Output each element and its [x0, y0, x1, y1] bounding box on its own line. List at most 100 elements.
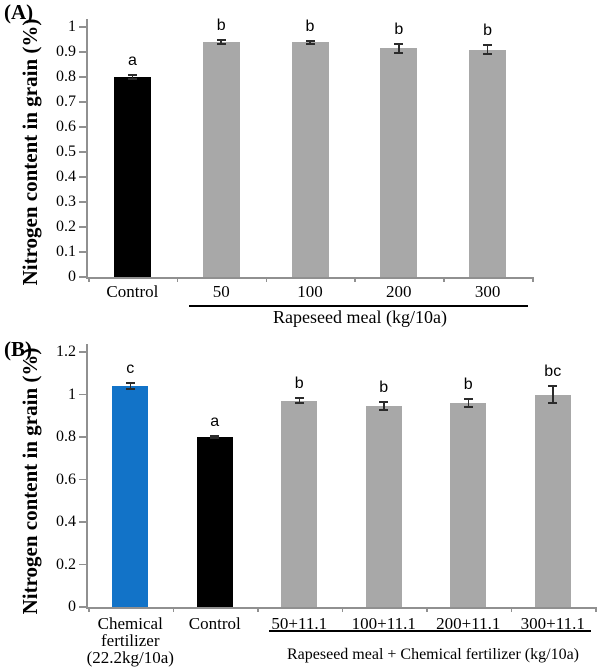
- x-tick-mark: [532, 277, 534, 282]
- y-tick-mark: [79, 436, 87, 438]
- x-tick-mark: [510, 607, 512, 612]
- x-tick-mark: [257, 607, 259, 612]
- error-bar-cap-bottom: [394, 51, 404, 54]
- panel-b: (B) Nitrogen content in grain (%) 0 0.2 0.…: [0, 335, 600, 670]
- y-tick-mark: [79, 201, 87, 203]
- significance-letter: b: [305, 17, 315, 35]
- significance-letter: b: [463, 376, 473, 394]
- error-bar-line: [131, 75, 134, 79]
- y-tick-mark: [79, 478, 87, 480]
- significance-letter: b: [294, 375, 304, 393]
- error-bar-cap-top: [127, 74, 137, 76]
- category-label: Control: [188, 614, 241, 633]
- y-tick-mark: [79, 351, 87, 353]
- bar: [365, 406, 402, 607]
- error-bar-line: [298, 398, 300, 404]
- y-tick-mark: [79, 251, 87, 253]
- y-tick-label: 0.6: [56, 118, 76, 135]
- error-bar-cap-top: [463, 398, 473, 401]
- bar: [534, 394, 571, 607]
- error-bar-line: [552, 385, 554, 404]
- y-tick-mark: [79, 76, 87, 78]
- y-tick-label: 0.3: [56, 193, 76, 210]
- category-label: 300+11.1: [520, 614, 585, 633]
- significance-letter: b: [394, 20, 404, 38]
- x-axis-line: [88, 277, 533, 279]
- group-underline: [269, 630, 591, 632]
- bar: [113, 77, 151, 277]
- y-tick-label: 0.5: [56, 143, 76, 160]
- significance-letter: a: [127, 52, 137, 69]
- bar: [196, 437, 233, 607]
- y-tick-mark: [79, 126, 87, 128]
- error-bar-line: [309, 40, 311, 44]
- panel-a: (A) Nitrogen content in grain (%) 0 0.1 0.…: [4, 0, 534, 327]
- error-bar-cap-top: [548, 384, 558, 387]
- group-underline: [188, 305, 528, 307]
- x-tick-mark: [172, 607, 174, 612]
- error-bar-cap-bottom: [483, 53, 493, 55]
- bar: [291, 42, 329, 277]
- x-tick-mark: [443, 277, 445, 282]
- significance-letter: b: [379, 378, 389, 396]
- y-tick-label: 0.1: [56, 243, 76, 260]
- error-bar-line: [129, 383, 131, 389]
- error-bar-cap-bottom: [127, 78, 137, 80]
- bar: [469, 49, 507, 277]
- panel-a-label: (A): [4, 0, 34, 24]
- y-axis-line: [86, 19, 88, 279]
- category-label: 50+11.1: [271, 614, 328, 633]
- y-tick-label: 0.4: [56, 168, 76, 185]
- error-bar-cap-bottom: [210, 437, 220, 440]
- x-tick-mark: [341, 607, 343, 612]
- error-bar-cap-top: [305, 39, 315, 42]
- x-tick-mark: [354, 277, 356, 282]
- error-bar-cap-top: [125, 382, 135, 385]
- error-bar-cap-bottom: [463, 405, 473, 408]
- y-tick-label: 0: [68, 268, 76, 285]
- error-bar-cap-top: [294, 397, 304, 400]
- error-bar-cap-top: [216, 39, 226, 41]
- y-tick-label: 0.9: [56, 43, 76, 60]
- error-bar-cap-bottom: [216, 43, 226, 45]
- y-tick-label: 1.2: [56, 343, 76, 360]
- y-tick-label: 0.7: [56, 93, 76, 110]
- y-tick-mark: [79, 176, 87, 178]
- y-tick-label: 1: [68, 385, 76, 403]
- y-tick-label: 0.4: [56, 513, 76, 530]
- y-tick-mark: [79, 606, 87, 608]
- y-tick-mark: [79, 521, 87, 523]
- y-tick-mark: [79, 26, 87, 28]
- y-tick-mark: [79, 51, 87, 53]
- y-tick-label: 0.8: [56, 428, 76, 445]
- bar: [202, 42, 240, 277]
- error-bar-line: [383, 401, 385, 411]
- y-tick-mark: [79, 151, 87, 153]
- y-tick-label: 0.6: [56, 470, 76, 488]
- significance-letter: b: [216, 17, 226, 34]
- bar: [112, 386, 149, 607]
- x-tick-mark: [426, 607, 428, 612]
- significance-letter: c: [126, 360, 135, 378]
- y-tick-mark: [79, 563, 87, 565]
- error-bar-cap-bottom: [305, 42, 315, 45]
- category-label: 100+11.1: [351, 614, 416, 633]
- error-bar-cap-top: [379, 400, 389, 403]
- error-bar-line: [467, 399, 469, 407]
- bar: [380, 48, 418, 277]
- error-bar-cap-bottom: [125, 387, 135, 390]
- error-bar-line: [486, 45, 489, 54]
- category-label: 200: [386, 282, 412, 301]
- error-bar-cap-bottom: [294, 402, 304, 405]
- significance-letter: a: [210, 412, 220, 430]
- y-tick-label: 0.2: [56, 555, 76, 573]
- panel-b-plot-area: 0 0.2 0.4 0.6 0.8 1 1.2 c Chemical fertilizer (2…: [0, 335, 600, 670]
- x-tick-mark: [88, 607, 90, 612]
- bar: [450, 403, 487, 607]
- x-tick-mark: [88, 277, 90, 282]
- error-bar-line: [220, 40, 222, 44]
- x-tick-mark: [176, 277, 179, 282]
- x-tick-mark: [595, 607, 597, 612]
- error-bar-cap-top: [483, 44, 493, 46]
- error-bar-cap-top: [394, 42, 404, 45]
